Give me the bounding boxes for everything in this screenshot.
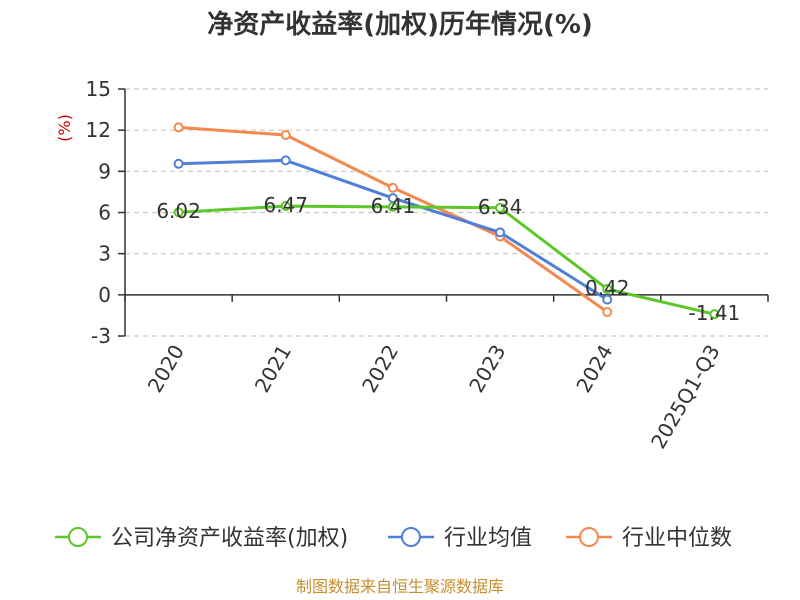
data-point <box>709 309 720 320</box>
series-lines <box>173 122 720 320</box>
series-line-1 <box>178 158 609 301</box>
data-point <box>280 129 291 140</box>
legend-label: 公司净资产收益率(加权) <box>111 526 348 551</box>
data-labels: 6.02 6.47 6.41 6.34 0.42 -1.41 <box>156 193 740 325</box>
chart-title: 净资产收益率(加权)历年情况(%) <box>207 9 593 40</box>
y-tick-label: 0 <box>98 283 111 307</box>
data-label: 6.41 <box>371 194 416 218</box>
data-point <box>602 284 613 295</box>
data-label: 6.34 <box>478 195 523 219</box>
data-point <box>602 306 613 317</box>
source-note: 制图数据来自恒生聚源数据库 <box>296 577 504 596</box>
legend-marker <box>401 527 421 547</box>
data-point <box>495 227 506 238</box>
x-tick-labels: 2020 2021 2022 2023 2024 2025Q1-Q3 <box>143 341 725 453</box>
axes <box>118 88 769 337</box>
data-label: 6.02 <box>156 199 201 223</box>
y-tick-labels: 15 12 9 6 3 0 -3 <box>86 77 111 348</box>
data-point <box>280 201 291 212</box>
y-tick-label: 9 <box>98 159 111 183</box>
y-tick-label: 12 <box>86 118 111 142</box>
data-label: -1.41 <box>689 301 741 325</box>
x-tick-label: 2023 <box>464 341 510 397</box>
legend-marker <box>579 527 599 547</box>
legend: 公司净资产收益率(加权) 行业均值 行业中位数 <box>55 526 732 551</box>
data-label: 6.47 <box>263 193 308 217</box>
legend-marker <box>68 527 88 547</box>
x-tick-label: 2022 <box>357 341 403 397</box>
x-tick-label: 2020 <box>143 341 189 397</box>
data-point <box>387 182 398 193</box>
y-tick-label: 15 <box>86 77 111 101</box>
x-tick-label: 2021 <box>250 341 296 397</box>
data-point <box>495 202 506 213</box>
legend-label: 行业中位数 <box>622 526 732 551</box>
data-point <box>173 122 184 133</box>
series-line-0 <box>178 204 715 316</box>
legend-label: 行业均值 <box>444 526 532 551</box>
x-tick-label: 2024 <box>571 341 617 397</box>
data-point <box>387 201 398 212</box>
data-point <box>602 294 613 305</box>
data-point <box>173 158 184 169</box>
y-axis-unit: (%) <box>55 114 74 142</box>
data-point <box>173 207 184 218</box>
y-tick-label: 3 <box>98 242 111 266</box>
y-tick-label: -3 <box>91 324 111 348</box>
data-label: 0.42 <box>585 276 630 300</box>
data-point <box>280 155 291 166</box>
series-line-2 <box>178 125 609 314</box>
gridlines <box>125 88 768 337</box>
x-tick-label: 2025Q1-Q3 <box>646 341 725 453</box>
y-tick-label: 6 <box>98 201 111 225</box>
